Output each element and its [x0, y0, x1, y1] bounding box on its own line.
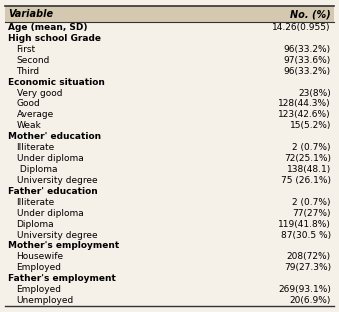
Text: Employed: Employed — [17, 285, 61, 294]
Text: 128(44.3%): 128(44.3%) — [278, 100, 331, 109]
Text: High school Grade: High school Grade — [8, 34, 101, 43]
Text: Diploma: Diploma — [17, 165, 57, 174]
Text: University degree: University degree — [17, 176, 97, 185]
Text: Diploma: Diploma — [17, 220, 54, 229]
Text: First: First — [17, 45, 36, 54]
Text: 208(72%): 208(72%) — [287, 252, 331, 261]
Text: 15(5.2%): 15(5.2%) — [290, 121, 331, 130]
Text: Age (mean, SD): Age (mean, SD) — [8, 23, 87, 32]
Text: 20(6.9%): 20(6.9%) — [290, 296, 331, 305]
Text: 138(48.1): 138(48.1) — [287, 165, 331, 174]
Text: Third: Third — [17, 67, 40, 76]
Text: Good: Good — [17, 100, 40, 109]
Text: 87(30.5 %): 87(30.5 %) — [281, 231, 331, 240]
Text: 123(42.6%): 123(42.6%) — [278, 110, 331, 119]
Text: 72(25.1%): 72(25.1%) — [284, 154, 331, 163]
Text: 75 (26.1%): 75 (26.1%) — [281, 176, 331, 185]
Text: Weak: Weak — [17, 121, 41, 130]
Text: 14.26(0.955): 14.26(0.955) — [273, 23, 331, 32]
Text: 97(33.6%): 97(33.6%) — [284, 56, 331, 65]
Text: 2 (0.7%): 2 (0.7%) — [292, 198, 331, 207]
Text: 23(8%): 23(8%) — [298, 89, 331, 98]
Text: 79(27.3%): 79(27.3%) — [284, 263, 331, 272]
Text: Illiterate: Illiterate — [17, 198, 55, 207]
Text: 77(27%): 77(27%) — [292, 209, 331, 218]
Text: Father' education: Father' education — [8, 187, 98, 196]
Text: Mother's employment: Mother's employment — [8, 241, 119, 251]
Text: No. (%): No. (%) — [290, 9, 331, 19]
Text: 269(93.1%): 269(93.1%) — [278, 285, 331, 294]
Text: 96(33.2%): 96(33.2%) — [284, 45, 331, 54]
Text: Average: Average — [17, 110, 54, 119]
Text: University degree: University degree — [17, 231, 97, 240]
Text: Second: Second — [17, 56, 50, 65]
Text: Under diploma: Under diploma — [17, 209, 83, 218]
Text: Variable: Variable — [8, 9, 53, 19]
Text: Unemployed: Unemployed — [17, 296, 74, 305]
Text: Illiterate: Illiterate — [17, 143, 55, 152]
Text: 2 (0.7%): 2 (0.7%) — [292, 143, 331, 152]
Text: Economic situation: Economic situation — [8, 78, 105, 87]
Text: Employed: Employed — [17, 263, 61, 272]
Text: Under diploma: Under diploma — [17, 154, 83, 163]
Text: 119(41.8%): 119(41.8%) — [278, 220, 331, 229]
Text: Very good: Very good — [17, 89, 62, 98]
Text: Father's employment: Father's employment — [8, 274, 116, 283]
Text: Mother' education: Mother' education — [8, 132, 101, 141]
Text: Housewife: Housewife — [17, 252, 64, 261]
Bar — [5, 6, 334, 22]
Text: 96(33.2%): 96(33.2%) — [284, 67, 331, 76]
